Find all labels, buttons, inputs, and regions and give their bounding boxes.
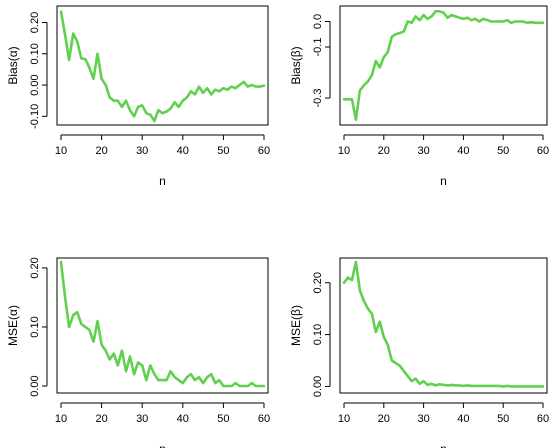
x-tick-label: 30 (136, 413, 148, 425)
x-tick-label: 40 (457, 145, 469, 157)
series-line (342, 260, 545, 388)
x-tick-label: 20 (95, 413, 107, 425)
plot-frame (56, 257, 269, 394)
plot-frame (339, 257, 548, 394)
x-tick-label: 60 (258, 145, 270, 157)
panel-mse-alpha: 10 20 30 40 50 60 n 0.00 0.10 0.20 MSE(α) (6, 257, 270, 448)
y-tick-label: -0.3 (312, 89, 324, 108)
x-tick-label: 60 (537, 145, 549, 157)
plot-frame (56, 5, 269, 126)
series-line (59, 10, 266, 123)
x-tick-label: 20 (95, 145, 107, 157)
x-tick-label: 40 (177, 145, 189, 157)
x-tick-label: 40 (177, 413, 189, 425)
x-axis-label: n (159, 442, 166, 448)
x-axis-label: n (159, 174, 166, 188)
x-axis-label: n (440, 442, 447, 448)
panel-mse-beta: 10 20 30 40 50 60 n 0.00 0.10 0.20 MSE(β) (289, 257, 549, 448)
panel-bias-beta: 10 20 30 40 50 60 n -0.3 -0.1 0.0 Bias(β) (289, 5, 549, 188)
y-tick-label: -0.10 (29, 104, 41, 129)
y-tick-label: 0.20 (29, 257, 41, 278)
x-tick-label: 60 (537, 413, 549, 425)
y-tick-label: 0.20 (312, 272, 324, 293)
y-axis-label: Bias(α) (6, 46, 20, 84)
x-tick-label: 50 (217, 145, 229, 157)
x-tick-label: 20 (378, 413, 390, 425)
x-tick-label: 40 (457, 413, 469, 425)
y-tick-label: 0.10 (29, 316, 41, 337)
y-tick-label: 0.00 (29, 74, 41, 95)
x-tick-label: 60 (258, 413, 270, 425)
plot-frame (339, 5, 548, 126)
panel-bias-alpha: 10 20 30 40 50 60 n -0.10 0.00 0.10 0.20 Bias(α) (6, 5, 270, 188)
y-tick-label: 0.20 (29, 12, 41, 33)
x-tick-label: 10 (55, 145, 67, 157)
x-tick-label: 30 (136, 145, 148, 157)
y-tick-label: 0.00 (29, 375, 41, 396)
y-axis-label: MSE(β) (289, 305, 303, 346)
x-tick-label: 50 (497, 145, 509, 157)
y-axis-label: MSE(α) (6, 305, 20, 346)
y-axis-label: Bias(β) (289, 46, 303, 84)
x-tick-label: 10 (55, 413, 67, 425)
series-line (59, 260, 266, 388)
series-line (342, 10, 545, 121)
x-axis-label: n (440, 174, 447, 188)
x-tick-label: 50 (497, 413, 509, 425)
x-tick-label: 30 (417, 413, 429, 425)
x-tick-label: 10 (338, 145, 350, 157)
y-tick-label: 0.00 (312, 376, 324, 397)
x-tick-label: 10 (338, 413, 350, 425)
y-tick-label: 0.10 (312, 324, 324, 345)
x-tick-label: 30 (417, 145, 429, 157)
x-tick-label: 50 (217, 413, 229, 425)
y-tick-label: 0.10 (29, 43, 41, 64)
y-tick-label: -0.1 (312, 38, 324, 57)
y-tick-label: 0.0 (312, 14, 324, 29)
x-tick-label: 20 (378, 145, 390, 157)
